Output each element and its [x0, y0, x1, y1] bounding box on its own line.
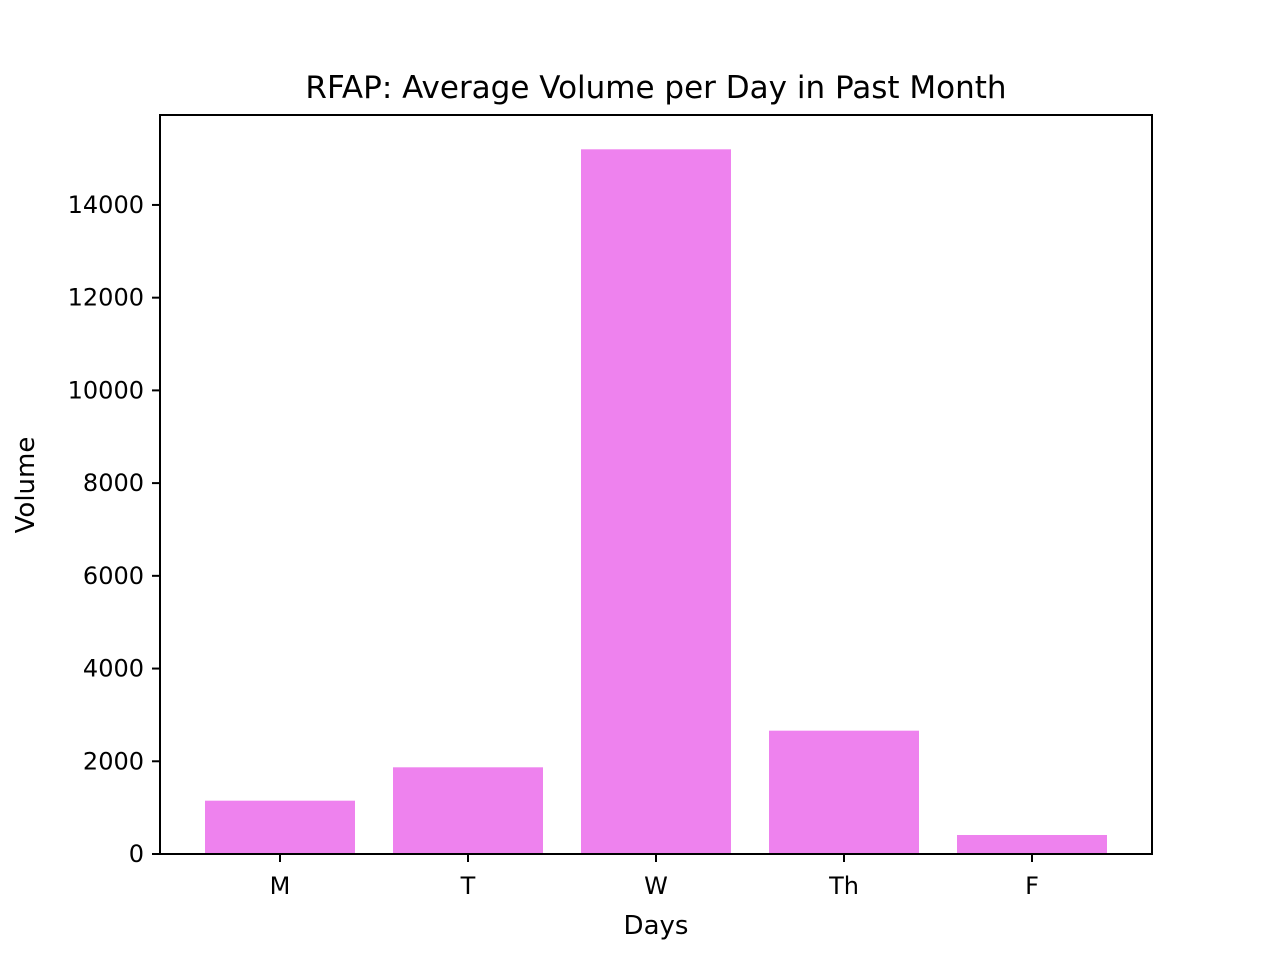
x-tick-label: Th	[828, 872, 859, 900]
y-axis-label: Volume	[11, 437, 41, 534]
x-tick-label: T	[460, 872, 476, 900]
x-tick-label: W	[644, 872, 668, 900]
x-axis: M T W Th F	[270, 854, 1039, 900]
y-tick-label: 6000	[83, 562, 144, 590]
y-tick-label: 2000	[83, 747, 144, 775]
bar-t	[393, 767, 543, 854]
y-tick-label: 8000	[83, 469, 144, 497]
chart-title: RFAP: Average Volume per Day in Past Mon…	[305, 70, 1006, 106]
bar-w	[581, 149, 731, 855]
x-tick-label: F	[1025, 872, 1039, 900]
bar-m	[205, 800, 355, 854]
y-tick-label: 0	[129, 840, 144, 868]
bar-f	[957, 834, 1107, 854]
y-tick-label: 12000	[68, 284, 144, 312]
bars-layer	[205, 149, 1107, 855]
y-tick-label: 14000	[68, 191, 144, 219]
y-tick-label: 4000	[83, 655, 144, 683]
x-axis-label: Days	[624, 911, 689, 941]
x-tick-label: M	[270, 872, 291, 900]
y-axis: 0 2000 4000 6000 8000 10000 12000 14000	[68, 191, 160, 868]
y-tick-label: 10000	[68, 376, 144, 404]
plot-frame	[159, 114, 1153, 855]
bar-th	[769, 730, 919, 854]
